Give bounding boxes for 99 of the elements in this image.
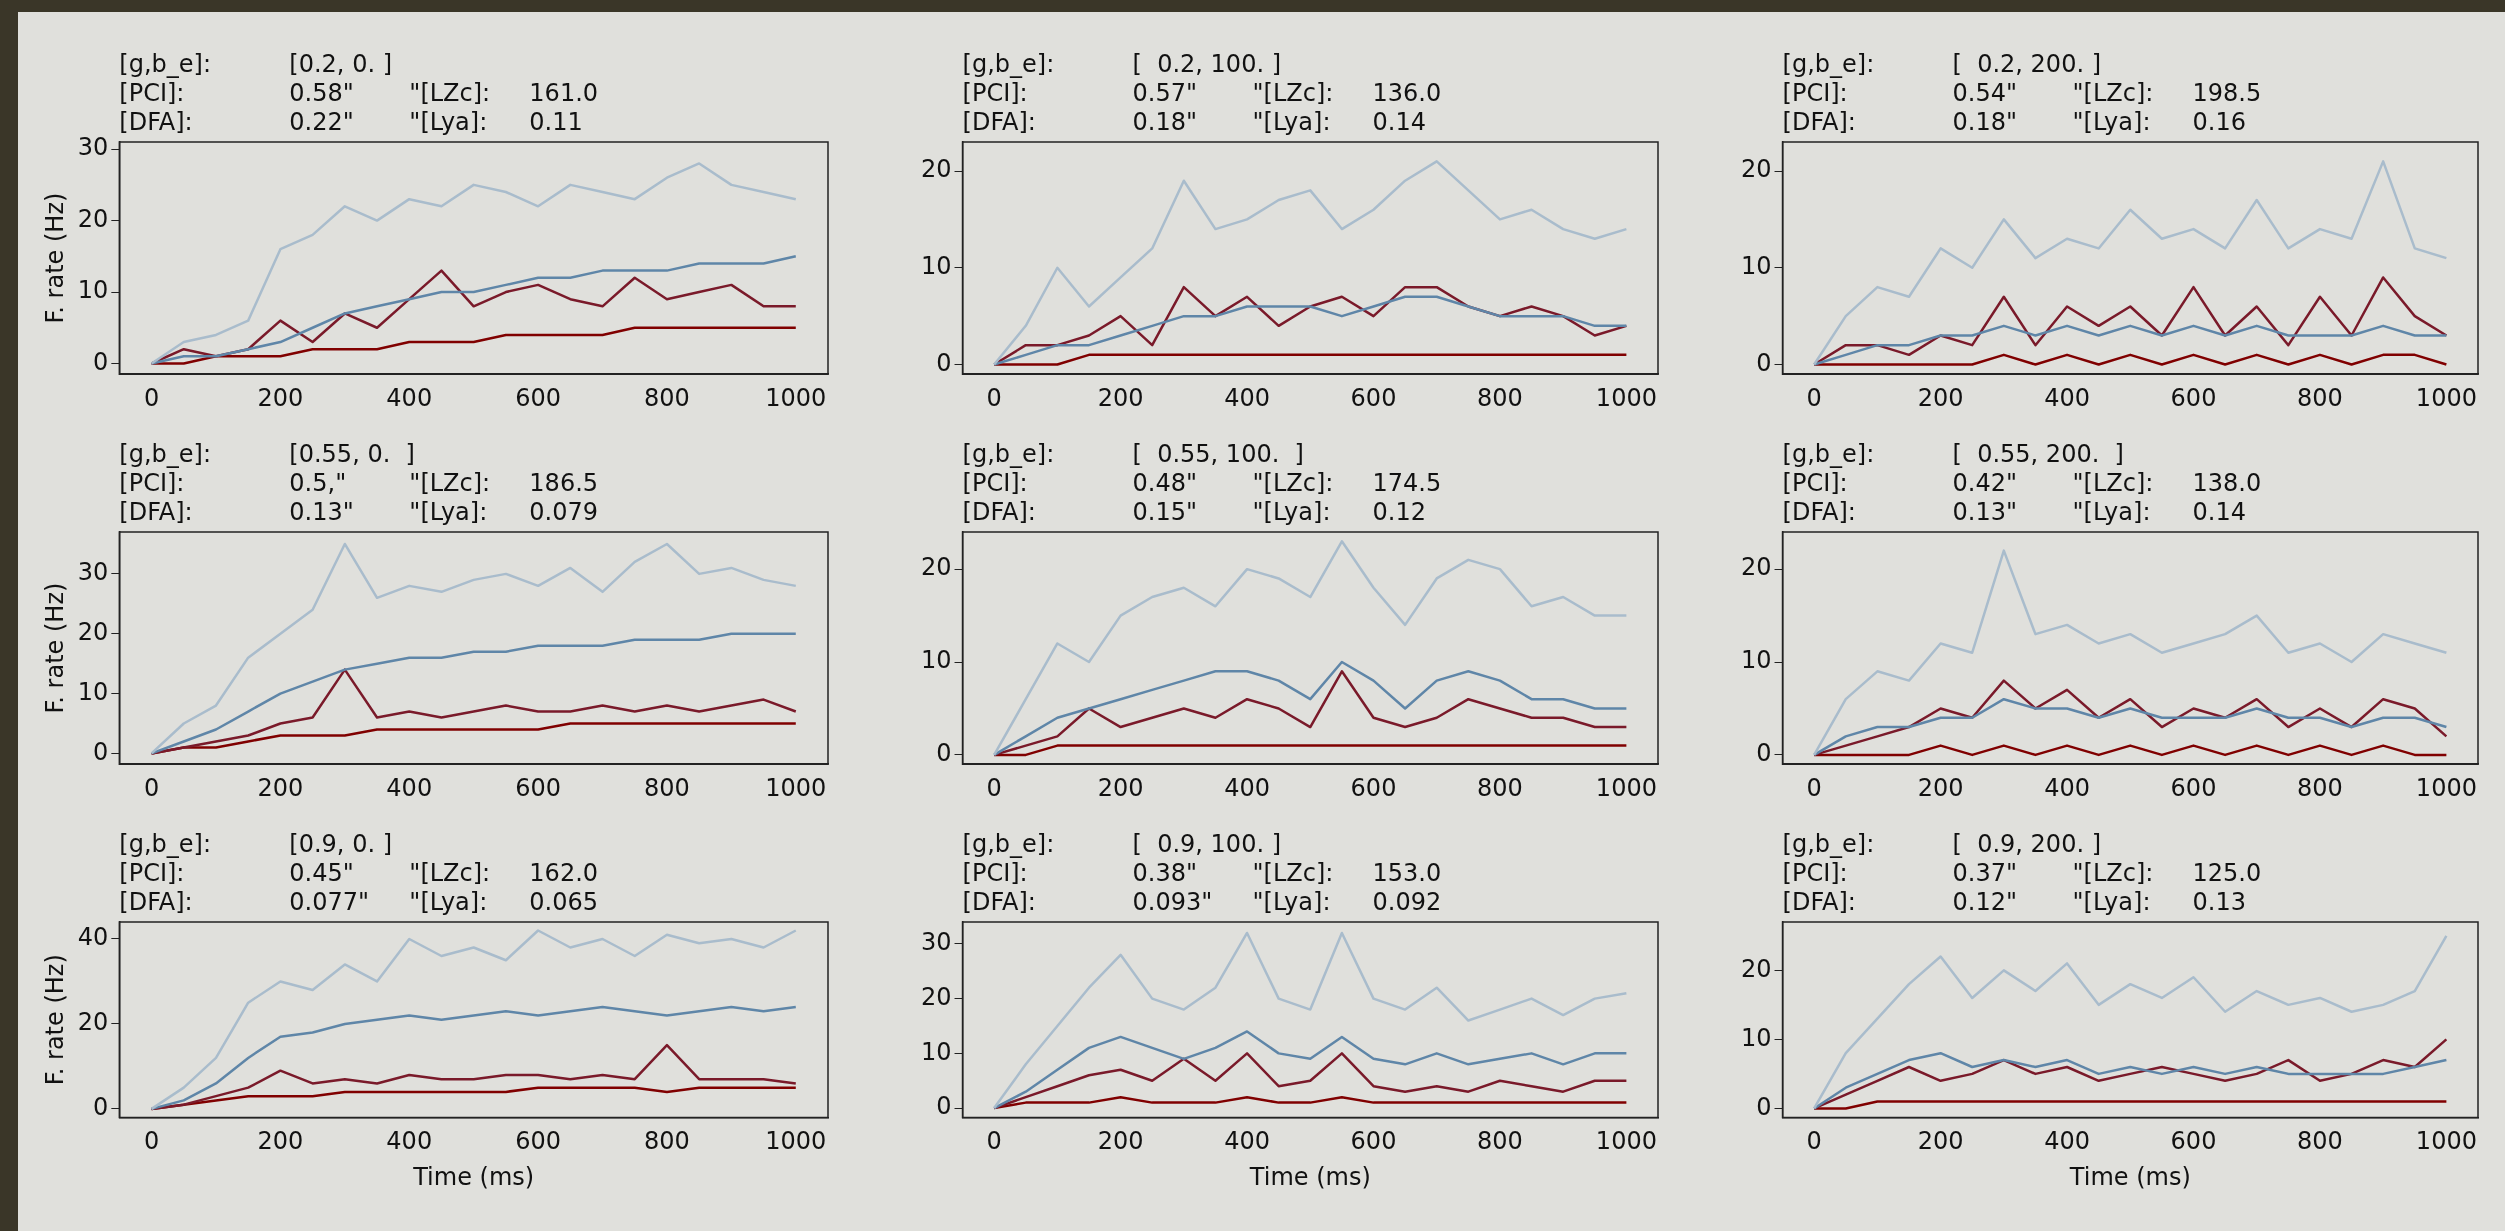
chart-title: [g,b_e]: [ 0.9, 200. ] [PCI]: 0.37" "[LZc]: 125.0 [DFA]: 0.12" "[Lya]: 0.13 bbox=[1782, 830, 2262, 916]
x-tick-label: 1000 bbox=[1595, 383, 1657, 412]
x-axis-title: Time (ms) bbox=[2068, 1162, 2191, 1191]
y-tick-label: 0 bbox=[93, 1093, 109, 1122]
y-tick-label: 10 bbox=[1740, 252, 1772, 281]
x-tick-label: 800 bbox=[2297, 1127, 2343, 1156]
chart-title: [g,b_e]: [ 0.2, 200. ] [PCI]: 0.54" "[LZc]: 198.5 [DFA]: 0.18" "[Lya]: 0.16 bbox=[1782, 50, 2262, 136]
y-tick-label: 0 bbox=[1756, 348, 1772, 377]
y-tick-label: 20 bbox=[77, 1008, 109, 1037]
x-tick-label: 600 bbox=[515, 383, 561, 412]
x-tick-label: 600 bbox=[515, 1127, 561, 1156]
y-tick-label: 0 bbox=[936, 348, 952, 377]
x-tick-label: 200 bbox=[1097, 773, 1144, 802]
y-tick-label: 20 bbox=[920, 982, 952, 1011]
y-tick-label: 20 bbox=[1740, 155, 1772, 184]
x-tick-label: 200 bbox=[1097, 1127, 1144, 1156]
x-tick-label: 800 bbox=[1477, 1127, 1523, 1156]
y-tick-label: 0 bbox=[1756, 1092, 1772, 1121]
x-tick-label: 600 bbox=[1350, 773, 1397, 802]
x-tick-label: 0 bbox=[986, 1127, 1002, 1156]
y-tick-label: 0 bbox=[1756, 739, 1772, 768]
chart-title: [g,b_e]: [ 0.55, 100. ] [PCI]: 0.48" "[LZc]: 174.5 [DFA]: 0.15" "[Lya]: 0.12 bbox=[962, 440, 1442, 526]
y-tick-label: 20 bbox=[1740, 553, 1772, 582]
chart-title: [g,b_e]: [0.55, 0. ] [PCI]: 0.5," "[LZc]: 186.5 [DFA]: 0.13" "[Lya]: 0.079 bbox=[119, 440, 599, 526]
x-tick-label: 0 bbox=[986, 383, 1002, 412]
y-tick-label: 10 bbox=[1740, 1023, 1772, 1052]
y-tick-label: 0 bbox=[93, 347, 109, 376]
y-axis-title: F. rate (Hz) bbox=[40, 582, 69, 714]
x-tick-label: 200 bbox=[257, 383, 304, 412]
chart-title: [g,b_e]: [ 0.9, 100. ] [PCI]: 0.38" "[LZc]: 153.0 [DFA]: 0.093" "[Lya]: 0.092 bbox=[962, 830, 1442, 916]
x-tick-label: 1000 bbox=[2415, 383, 2477, 412]
y-tick-label: 30 bbox=[77, 133, 109, 162]
y-tick-label: 30 bbox=[77, 558, 109, 587]
y-tick-label: 10 bbox=[77, 677, 109, 706]
y-tick-label: 20 bbox=[77, 204, 109, 233]
x-tick-label: 1000 bbox=[2415, 1127, 2477, 1156]
y-tick-label: 10 bbox=[920, 252, 952, 281]
x-tick-label: 400 bbox=[2044, 773, 2090, 802]
x-tick-label: 1000 bbox=[765, 1127, 827, 1156]
x-tick-label: 400 bbox=[1224, 1127, 1270, 1156]
y-axis-title: F. rate (Hz) bbox=[40, 192, 69, 324]
x-tick-label: 200 bbox=[1917, 773, 1964, 802]
x-tick-label: 800 bbox=[1477, 383, 1523, 412]
y-tick-label: 0 bbox=[936, 739, 952, 768]
y-tick-label: 0 bbox=[936, 1092, 952, 1121]
x-tick-label: 200 bbox=[257, 1127, 304, 1156]
x-axis-title: Time (ms) bbox=[1248, 1162, 1371, 1191]
x-tick-label: 0 bbox=[1806, 773, 1822, 802]
x-tick-label: 400 bbox=[2044, 383, 2090, 412]
x-tick-label: 1000 bbox=[765, 773, 827, 802]
y-tick-label: 20 bbox=[920, 155, 952, 184]
x-tick-label: 0 bbox=[1806, 383, 1822, 412]
x-tick-label: 200 bbox=[1917, 383, 1964, 412]
y-tick-label: 40 bbox=[77, 923, 109, 952]
x-tick-label: 200 bbox=[1097, 383, 1144, 412]
y-tick-label: 10 bbox=[920, 1037, 952, 1066]
x-tick-label: 0 bbox=[143, 1127, 160, 1156]
x-tick-label: 800 bbox=[644, 1127, 690, 1156]
x-tick-label: 400 bbox=[2044, 1127, 2090, 1156]
x-tick-label: 400 bbox=[1224, 383, 1270, 412]
y-tick-label: 10 bbox=[920, 646, 952, 675]
x-tick-label: 800 bbox=[2297, 383, 2343, 412]
x-tick-label: 600 bbox=[2170, 383, 2217, 412]
x-tick-label: 600 bbox=[1350, 1127, 1397, 1156]
x-tick-label: 800 bbox=[1477, 773, 1523, 802]
x-tick-label: 0 bbox=[143, 383, 160, 412]
y-tick-label: 10 bbox=[77, 276, 109, 305]
x-tick-label: 1000 bbox=[1595, 1127, 1657, 1156]
chart-title: [g,b_e]: [ 0.2, 100. ] [PCI]: 0.57" "[LZc]: 136.0 [DFA]: 0.18" "[Lya]: 0.14 bbox=[962, 50, 1442, 136]
x-tick-label: 400 bbox=[386, 383, 433, 412]
y-axis-title: F. rate (Hz) bbox=[40, 954, 69, 1086]
x-tick-label: 600 bbox=[515, 773, 561, 802]
x-tick-label: 600 bbox=[2170, 773, 2217, 802]
x-tick-label: 200 bbox=[257, 773, 304, 802]
x-tick-label: 1000 bbox=[2415, 773, 2477, 802]
x-tick-label: 0 bbox=[986, 773, 1002, 802]
x-tick-label: 400 bbox=[1224, 773, 1270, 802]
x-axis-title: Time (ms) bbox=[412, 1162, 535, 1191]
y-tick-label: 20 bbox=[77, 617, 109, 646]
y-tick-label: 0 bbox=[93, 737, 109, 766]
chart-title: [g,b_e]: [ 0.55, 200. ] [PCI]: 0.42" "[LZc]: 138.0 [DFA]: 0.13" "[Lya]: 0.14 bbox=[1782, 440, 2262, 526]
y-tick-label: 20 bbox=[1740, 954, 1772, 983]
x-tick-label: 200 bbox=[1917, 1127, 1964, 1156]
x-tick-label: 600 bbox=[1350, 383, 1397, 412]
x-tick-label: 0 bbox=[1806, 1127, 1822, 1156]
y-tick-label: 10 bbox=[1740, 646, 1772, 675]
chart-title: [g,b_e]: [0.9, 0. ] [PCI]: 0.45" "[LZc]: 162.0 [DFA]: 0.077" "[Lya]: 0.065 bbox=[119, 830, 599, 916]
chart-title: [g,b_e]: [0.2, 0. ] [PCI]: 0.58" "[LZc]: 161.0 [DFA]: 0.22" "[Lya]: 0.11 bbox=[119, 50, 599, 136]
y-tick-label: 30 bbox=[920, 928, 952, 957]
x-tick-label: 400 bbox=[386, 773, 433, 802]
y-tick-label: 20 bbox=[920, 553, 952, 582]
x-tick-label: 0 bbox=[143, 773, 160, 802]
x-tick-label: 600 bbox=[2170, 1127, 2217, 1156]
x-tick-label: 800 bbox=[644, 773, 690, 802]
x-tick-label: 1000 bbox=[765, 383, 827, 412]
x-tick-label: 1000 bbox=[1595, 773, 1657, 802]
x-tick-label: 800 bbox=[644, 383, 690, 412]
x-tick-label: 800 bbox=[2297, 773, 2343, 802]
x-tick-label: 400 bbox=[386, 1127, 433, 1156]
